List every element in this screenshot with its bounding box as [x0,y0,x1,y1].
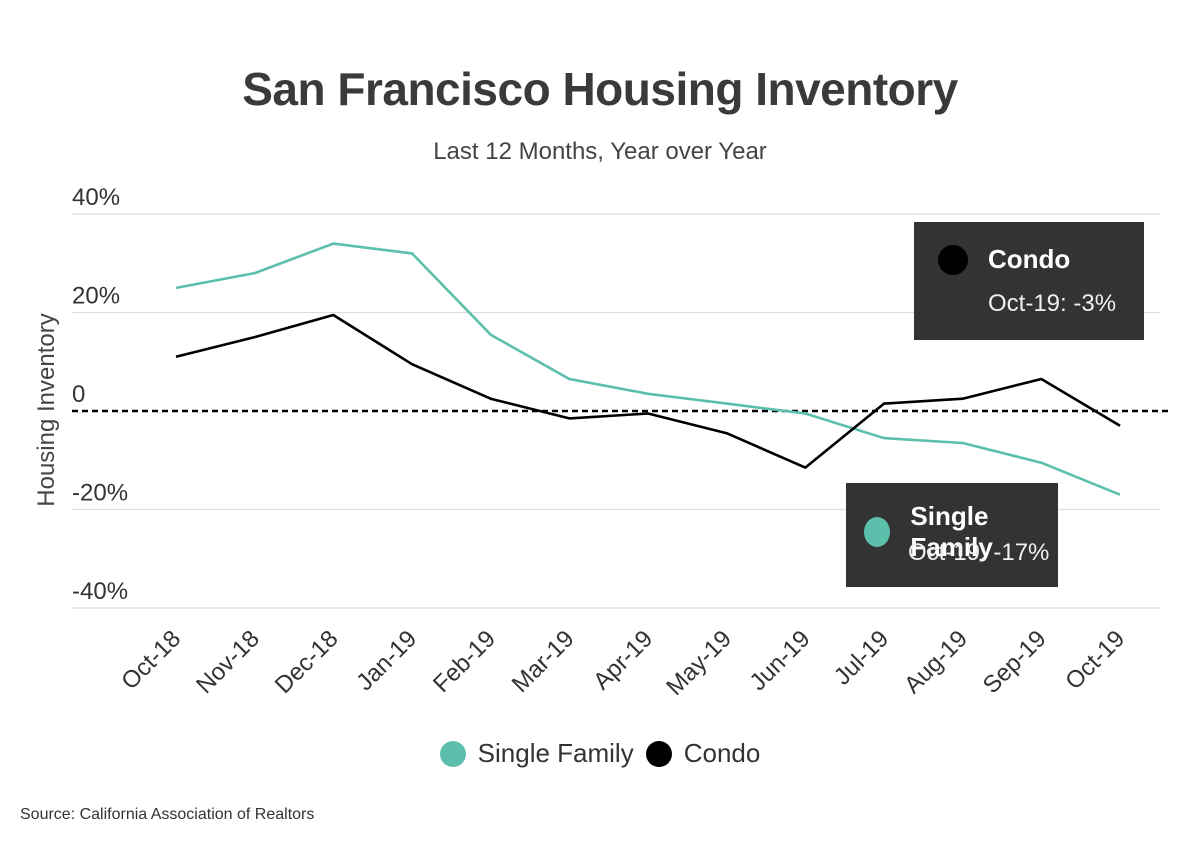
x-tick-label: Nov-18 [191,625,265,699]
y-tick-labels: 40% 20% 0 -20% -40% [72,184,128,605]
y-tick-label: 20% [72,283,120,310]
x-tick-label: Mar-19 [507,625,580,698]
x-tick-label: Jun-19 [745,625,816,696]
y-tick-label: 40% [72,184,120,211]
chart-subtitle: Last 12 Months, Year over Year [433,138,767,165]
x-tick-label: Apr-19 [588,625,658,695]
x-tick-label: Jul-19 [829,625,894,690]
legend-label-condo: Condo [683,738,761,768]
y-tick-label: -40% [72,578,128,605]
condo-callout-value: Oct-19: -3% [988,290,1117,317]
legend-label-single-family: Single Family [477,738,634,768]
legend-item-single-family[interactable]: Single Family [439,738,634,769]
y-axis-label: Housing Inventory [33,313,60,506]
x-tick-label: Sep-19 [978,625,1052,699]
x-tick-label: Jan-19 [351,625,422,696]
legend-item-condo[interactable]: Condo [645,738,761,769]
series-line-single-family [175,242,1121,496]
y-tick-label: 0 [72,381,85,408]
x-tick-label: Dec-18 [270,625,344,699]
single-family-legend-dot-icon [439,740,466,767]
x-tick-labels: Oct-18 Nov-18 Dec-18 Jan-19 Feb-19 Mar-19 Apr-… [116,625,1130,701]
condo-legend-dot-icon [645,740,672,767]
condo-callout: Condo Oct-19: -3% [914,222,1144,340]
x-tick-label: Aug-19 [899,625,973,699]
chart-title: San Francisco Housing Inventory [242,63,958,115]
condo-callout-name: Condo [988,244,1071,274]
condo-dot-icon [938,244,968,275]
series-line-condo [175,313,1121,469]
x-tick-label: Feb-19 [428,625,501,698]
single-family-callout-value: Oct-19: -17% [908,539,1050,566]
source-note: Source: California Association of Realto… [20,806,315,823]
series-lines [175,242,1121,496]
x-tick-label: Oct-19 [1060,625,1130,695]
x-tick-label: Oct-18 [116,625,186,695]
single-family-callout-name: Single Family [910,501,993,562]
y-tick-label: -20% [72,480,128,507]
single-family-callout: Single Family Oct-19: -17% [846,483,1058,587]
legend: Single Family Condo [0,738,1200,769]
single-family-dot-icon [864,517,891,547]
x-tick-label: May-19 [661,625,737,701]
